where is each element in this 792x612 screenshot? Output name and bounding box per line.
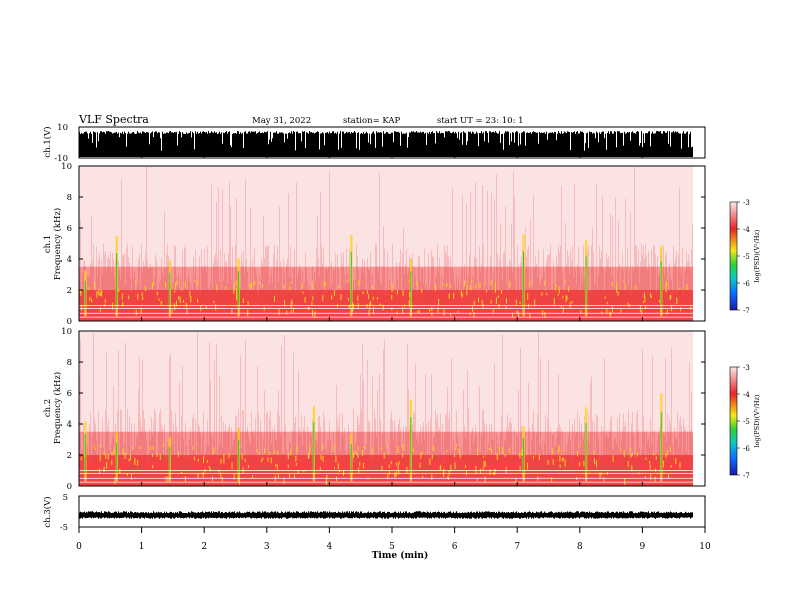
colorbar-tick-label: -3 [743, 199, 750, 207]
spec2-ylabel-ch: ch.2 [43, 399, 53, 417]
colorbar-label: log(PSD)(V²/Hz) [753, 229, 761, 282]
spectrogram-burst-core [350, 443, 352, 474]
xtick-label: 7 [514, 542, 520, 552]
xtick-label: 0 [76, 542, 82, 552]
ch1-ytick-top: 10 [57, 123, 68, 133]
ch3-ylabel: ch.3(V) [42, 496, 53, 527]
xtick-label: 5 [389, 542, 395, 552]
spec2-ylabel-freq: Frequency (kHz) [52, 372, 63, 444]
colorbar-tick-label: -4 [743, 226, 750, 234]
ytick-label: 8 [67, 193, 72, 203]
spec1-ylabel-ch: ch.1 [43, 235, 53, 253]
date-label: May 31, 2022 [252, 116, 311, 126]
xtick-label: 2 [201, 542, 207, 552]
colorbar-tick-label: -3 [743, 364, 750, 372]
ytick-label: 4 [67, 420, 72, 430]
spectrogram-speckles [80, 444, 681, 485]
colorbar-gradient [729, 201, 738, 311]
colorbar-tick-label: -7 [743, 472, 750, 480]
ytick-label: 6 [67, 224, 72, 234]
ch1-ytick-bottom: -10 [54, 154, 68, 164]
ch2-colorbar: -3 -4 -5 -6 -7 log(PSD)(V²/Hz) [729, 364, 761, 480]
spectrogram-burst-core [660, 261, 662, 309]
ch1-waveform-line [79, 131, 693, 157]
colorbar-tick-label: -6 [743, 445, 750, 453]
ch2-spectrogram-image [79, 331, 693, 486]
spectrogram-burst-core [116, 253, 118, 309]
ytick-label: 0 [67, 317, 72, 327]
xtick-label: 10 [699, 542, 711, 552]
spectrogram-burst-core [410, 417, 412, 474]
ch3-waveform-line [79, 511, 693, 519]
spectrogram-mid-band [79, 266, 693, 290]
ch1-ylabel: ch.1(V) [42, 126, 53, 157]
ytick-label: 2 [67, 451, 72, 461]
xtick-label: 3 [264, 542, 270, 552]
ytick-label: 10 [61, 327, 72, 337]
ch1-colorbar: -3 -4 -5 -6 -7 log(PSD)(V²/Hz) [729, 199, 761, 315]
colorbar-tick-label: -7 [743, 307, 750, 315]
ch3-trace [79, 511, 693, 519]
colorbar-tick-label: -5 [743, 418, 750, 426]
xtick-label: 6 [452, 542, 458, 552]
spec2-yticks: 0 2 4 6 8 10 [61, 327, 705, 492]
ch3-ytick-top: 5 [63, 493, 68, 503]
ch3-waveform-panel: 5 -5 ch.3(V) [42, 493, 706, 533]
ytick-label: 0 [67, 482, 72, 492]
xtick-label: 8 [577, 542, 583, 552]
spectrogram-burst-core [238, 439, 240, 474]
colorbar-tick-label: -4 [743, 391, 750, 399]
ch3-ytick-bottom: -5 [60, 523, 68, 533]
colorbar-label: log(PSD)(V²/Hz) [753, 394, 761, 447]
spectrogram-burst-core [169, 272, 171, 309]
colorbar-gradient [729, 366, 738, 476]
spectrogram-burst-core [84, 280, 86, 309]
spectrogram-burst-core [523, 251, 524, 309]
spec1-ylabel-freq: Frequency (kHz) [52, 208, 63, 280]
ch1-spectrogram-image [79, 166, 693, 321]
spectrogram-burst-core [410, 271, 412, 309]
station-label: station= KAP [343, 116, 401, 126]
ytick-label: 2 [67, 286, 72, 296]
colorbar-tick-label: -6 [743, 280, 750, 288]
spectrogram-burst-core [585, 423, 587, 474]
ch1-spectrogram-panel: 0 2 4 6 8 10 ch.1 Frequency (kHz) [43, 162, 706, 327]
ytick-label: 6 [67, 389, 72, 399]
xtick-label: 9 [640, 542, 646, 552]
spectrogram-burst-core [660, 412, 662, 474]
spectrogram-burst-core [238, 270, 240, 309]
ch3-frame [78, 495, 706, 528]
start-time-label: start UT = 23: 10: 1 [437, 116, 524, 126]
spectrogram-burst-core [523, 438, 524, 474]
spectrogram-mid-band [79, 431, 693, 455]
ch1-trace [79, 131, 693, 157]
x-axis-label: Time (min) [372, 550, 429, 561]
spectrogram-burst-core [585, 256, 587, 309]
ch2-spectrogram-panel: 0 2 4 6 8 10 ch.2 Frequency (kHz) [43, 327, 706, 492]
spectrogram-burst-core [169, 447, 171, 474]
spec1-yticks: 0 2 4 6 8 10 [61, 162, 705, 327]
colorbar-tick-label: -5 [743, 253, 750, 261]
figure-title: VLF Spectra [78, 113, 149, 126]
spectrogram-burst-core [313, 422, 315, 474]
ytick-label: 4 [67, 255, 72, 265]
ytick-label: 8 [67, 358, 72, 368]
spectrogram-burst-core [350, 252, 352, 309]
xtick-label: 1 [139, 542, 145, 552]
spectrogram-burst-core [84, 434, 86, 474]
xtick-label: 4 [327, 542, 333, 552]
spectrogram-burst-core [116, 443, 118, 474]
ytick-label: 10 [61, 162, 72, 172]
x-axis: 0 1 2 3 4 5 6 7 8 9 10 [76, 154, 711, 552]
